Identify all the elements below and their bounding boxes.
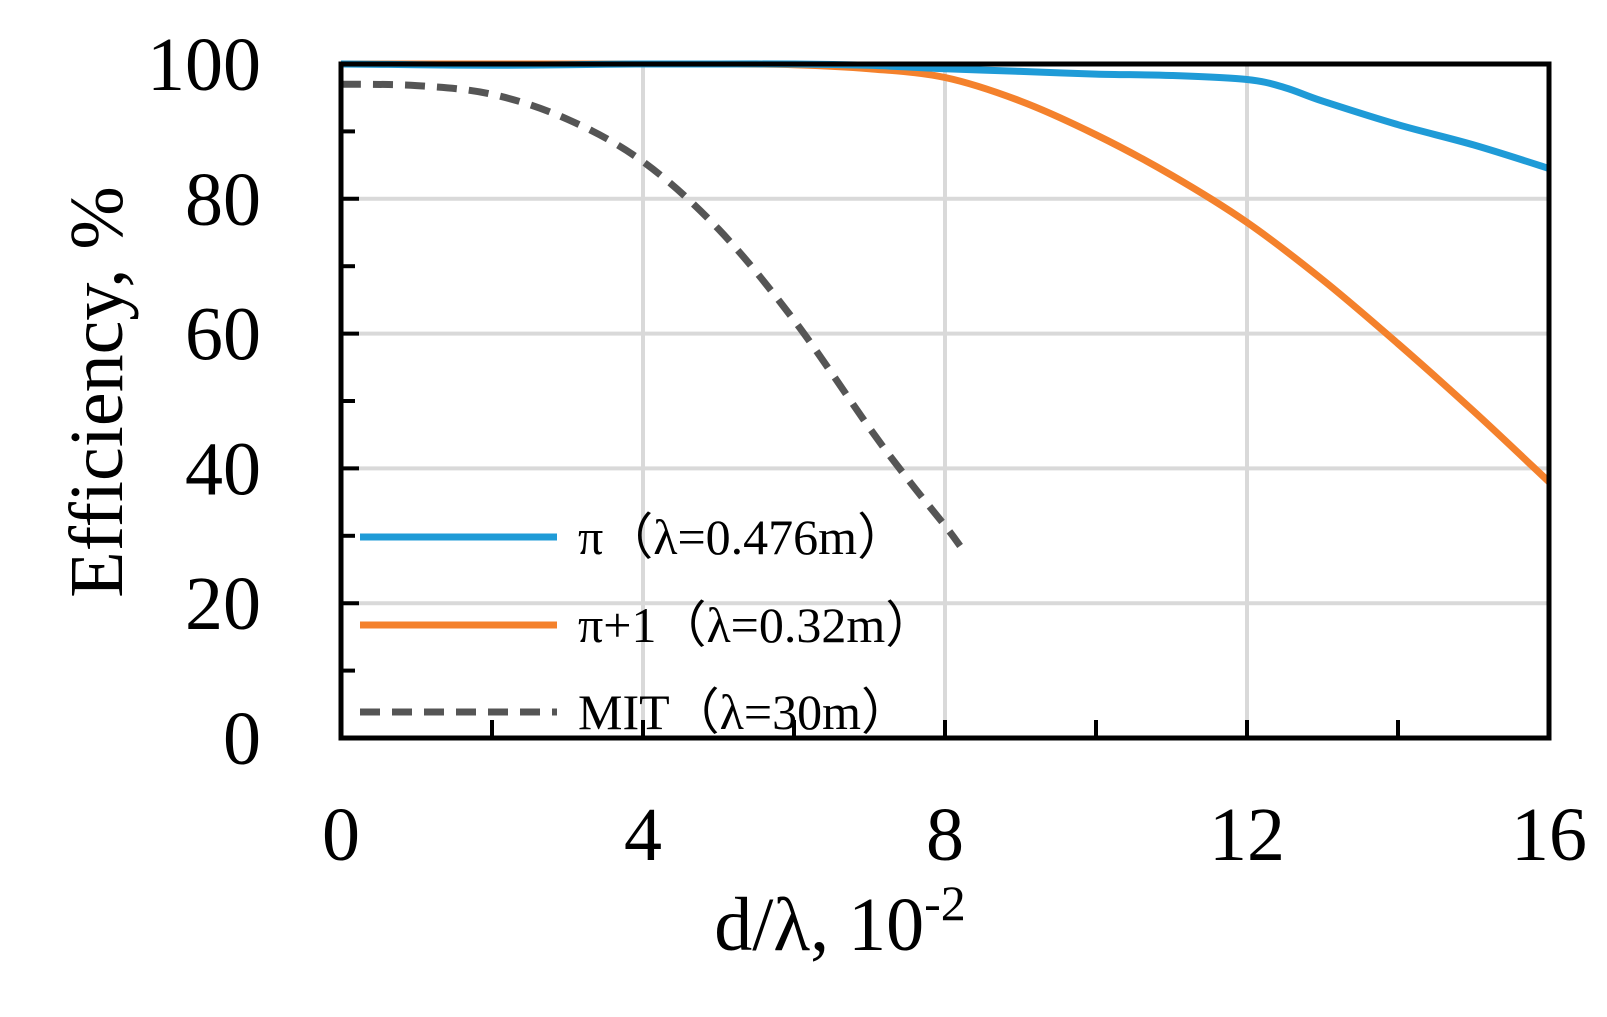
x-tick-labels: 0 4 8 12 16 [322,793,1587,877]
x-tick-label: 12 [1209,793,1285,877]
x-axis-title-exponent: -2 [924,875,966,931]
y-axis-title: Efficiency, % [55,186,139,597]
legend: π（λ=0.476m） π+1（λ=0.32m） MIT（λ=30m） [360,509,935,740]
y-tick-label: 100 [147,23,261,107]
y-tick-label: 40 [185,427,261,511]
grid [341,64,1549,738]
legend-label: π+1（λ=0.32m） [578,597,935,653]
x-axis-title-main: d/λ, 10 [714,883,924,967]
x-tick-label: 0 [322,793,360,877]
y-tick-label: 20 [185,562,261,646]
y-tick-label: 0 [223,697,261,781]
y-tick-labels: 0 20 40 60 80 100 [147,23,261,781]
plot-frame [338,61,1552,741]
x-axis-title: d/λ, 10-2 [714,875,966,967]
x-tick-label: 16 [1511,793,1587,877]
x-tick-label: 8 [926,793,964,877]
legend-label: MIT（λ=30m） [578,684,911,740]
x-tick-label: 4 [624,793,662,877]
y-tick-label: 80 [185,158,261,242]
legend-label: π（λ=0.476m） [578,509,907,565]
series-line-mit [341,80,963,548]
y-tick-label: 60 [185,293,261,377]
